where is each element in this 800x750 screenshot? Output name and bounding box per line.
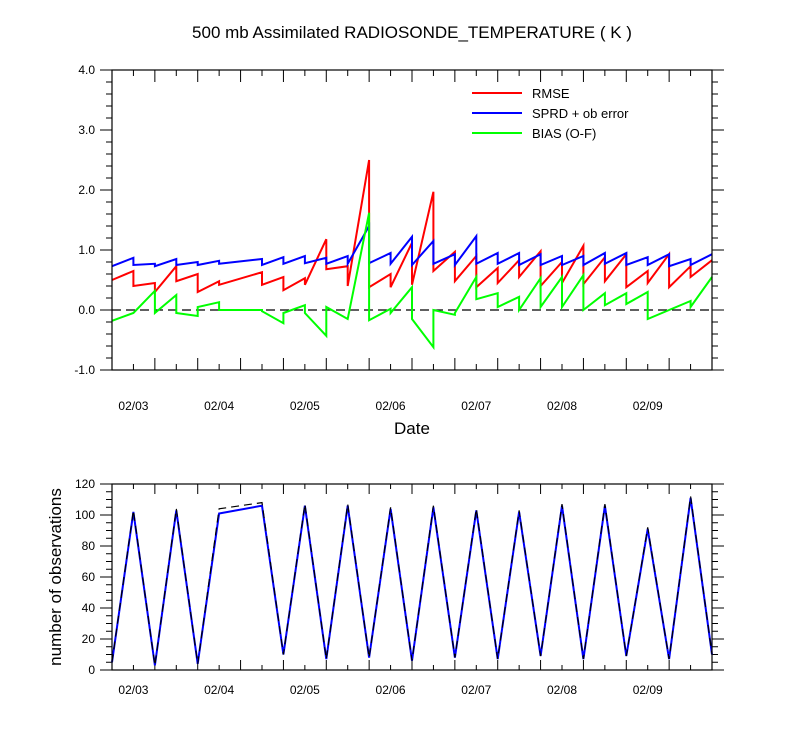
x-tick-label: 02/03 [118, 683, 148, 697]
x-tick-label: 02/03 [118, 399, 148, 413]
top-panel: -1.0 0.0 1.0 2.0 3.0 4.0 02/03 02/04 02/05 02/06 0… [74, 63, 724, 413]
x-tick-label: 02/04 [204, 683, 234, 697]
bottom-panel: 0 20 40 60 80 100 120 02/03 02/04 02/05 02/06 02/07… [75, 477, 724, 697]
x-tick-label: 02/06 [376, 399, 406, 413]
legend-label-bias-o-f: BIAS (O-F) [532, 126, 596, 141]
y-tick-label: -1.0 [74, 363, 95, 377]
x-tick-label: 02/05 [290, 399, 320, 413]
x-tick-label: 02/04 [204, 399, 234, 413]
top-x-axis-title: Date [394, 419, 430, 438]
y-tick-label: 2.0 [78, 183, 95, 197]
y-tick-label: 0 [88, 663, 95, 677]
y-tick-label: 40 [82, 601, 96, 615]
y-tick-label: 100 [75, 508, 95, 522]
bottom-y-axis-title: number of observations [46, 488, 65, 666]
x-tick-label: 02/09 [633, 683, 663, 697]
series-observations-line [111, 497, 713, 666]
x-tick-label: 02/07 [461, 683, 491, 697]
y-tick-label: 1.0 [78, 243, 95, 257]
plot-frame [111, 483, 713, 671]
x-tick-label: 02/05 [290, 683, 320, 697]
y-tick-label: 0.0 [78, 303, 95, 317]
x-tick-label: 02/09 [633, 399, 663, 413]
series-observations-reference-line [111, 496, 713, 666]
x-tick-label: 02/08 [547, 399, 577, 413]
x-tick-label: 02/07 [461, 399, 491, 413]
x-tick-label: 02/06 [376, 683, 406, 697]
y-tick-label: 80 [82, 539, 96, 553]
legend: RMSE SPRD + ob error BIAS (O-F) [472, 86, 629, 141]
chart-title: 500 mb Assimilated RADIOSONDE_TEMPERATUR… [192, 23, 632, 42]
legend-label-sprd-ob-error: SPRD + ob error [532, 106, 629, 121]
y-tick-label: 20 [82, 632, 96, 646]
series-bias-o-f-line [111, 212, 713, 351]
y-tick-label: 4.0 [78, 63, 95, 77]
series-sprd-ob-error-line [111, 222, 713, 269]
plot-frame [111, 69, 713, 371]
x-tick-label: 02/08 [547, 683, 577, 697]
y-tick-label: 3.0 [78, 123, 95, 137]
y-tick-label: 120 [75, 477, 95, 491]
legend-label-rmse: RMSE [532, 86, 570, 101]
y-tick-label: 60 [82, 570, 96, 584]
series-rmse-line [111, 159, 713, 295]
